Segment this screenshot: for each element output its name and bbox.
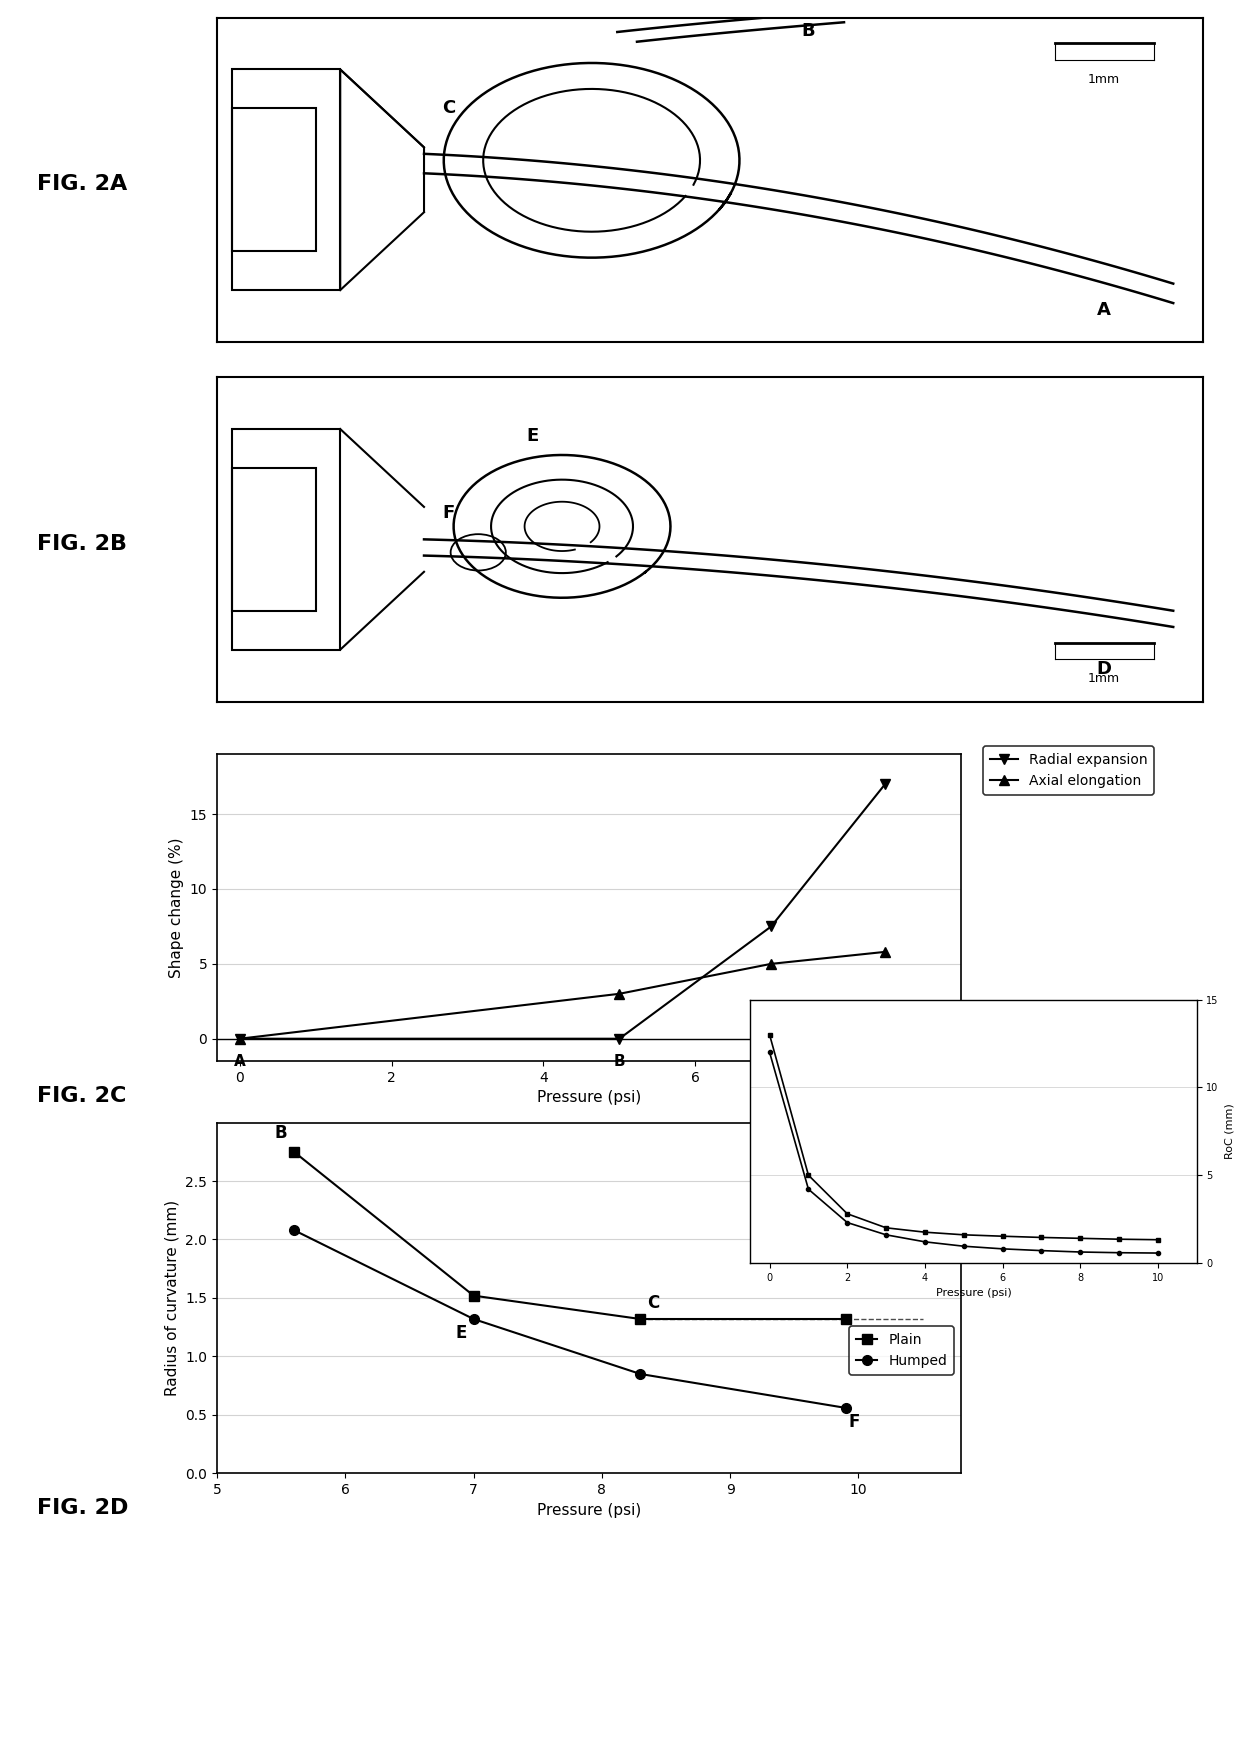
Legend: Plain, Humped: Plain, Humped <box>849 1326 954 1375</box>
Text: C: C <box>879 1054 890 1068</box>
Text: 1mm: 1mm <box>1089 72 1120 86</box>
Bar <box>232 430 340 649</box>
Text: B: B <box>275 1124 288 1142</box>
Text: B: B <box>802 21 815 40</box>
Bar <box>232 109 315 251</box>
Text: E: E <box>456 1324 467 1342</box>
Text: A: A <box>1097 300 1111 319</box>
Text: F: F <box>443 505 455 523</box>
Y-axis label: Shape change (%): Shape change (%) <box>169 837 184 979</box>
Text: B: B <box>614 1054 625 1068</box>
Text: FIG. 2C: FIG. 2C <box>37 1086 126 1107</box>
Radial expansion <box>764 916 779 937</box>
Plain <box>286 1142 301 1163</box>
Text: E: E <box>526 426 538 444</box>
Text: FIG. 2D: FIG. 2D <box>37 1498 129 1519</box>
Humped <box>286 1219 301 1240</box>
Text: C: C <box>647 1294 658 1312</box>
Line: Radial expansion: Radial expansion <box>234 779 890 1044</box>
Axial elongation <box>611 984 626 1005</box>
Humped <box>838 1398 853 1419</box>
Axial elongation <box>232 1028 247 1049</box>
Radial expansion <box>611 1028 626 1049</box>
Text: FIG. 2A: FIG. 2A <box>37 174 128 195</box>
Y-axis label: Radius of curvature (mm): Radius of curvature (mm) <box>165 1200 180 1396</box>
Humped <box>632 1363 647 1384</box>
Humped <box>466 1308 481 1330</box>
Line: Plain: Plain <box>289 1147 851 1324</box>
Text: C: C <box>441 100 455 118</box>
Text: 1mm: 1mm <box>1089 672 1120 686</box>
Line: Humped: Humped <box>289 1226 851 1412</box>
Text: FIG. 2B: FIG. 2B <box>37 533 128 554</box>
X-axis label: Pressure (psi): Pressure (psi) <box>935 1287 1012 1298</box>
Plain <box>632 1308 647 1330</box>
Y-axis label: RoC (mm): RoC (mm) <box>1224 1103 1234 1159</box>
X-axis label: Pressure (psi): Pressure (psi) <box>537 1091 641 1105</box>
Plain <box>466 1286 481 1307</box>
Axial elongation <box>764 954 779 975</box>
Bar <box>232 468 315 610</box>
Radial expansion <box>232 1028 247 1049</box>
Axial elongation <box>878 942 893 963</box>
Legend: Radial expansion, Axial elongation: Radial expansion, Axial elongation <box>983 745 1154 795</box>
Text: D: D <box>1096 660 1112 679</box>
Bar <box>232 70 340 289</box>
X-axis label: Pressure (psi): Pressure (psi) <box>537 1503 641 1517</box>
Plain <box>838 1308 853 1330</box>
Line: Axial elongation: Axial elongation <box>234 947 890 1044</box>
Text: A: A <box>234 1054 246 1068</box>
Text: F: F <box>848 1412 859 1431</box>
Radial expansion <box>878 774 893 795</box>
